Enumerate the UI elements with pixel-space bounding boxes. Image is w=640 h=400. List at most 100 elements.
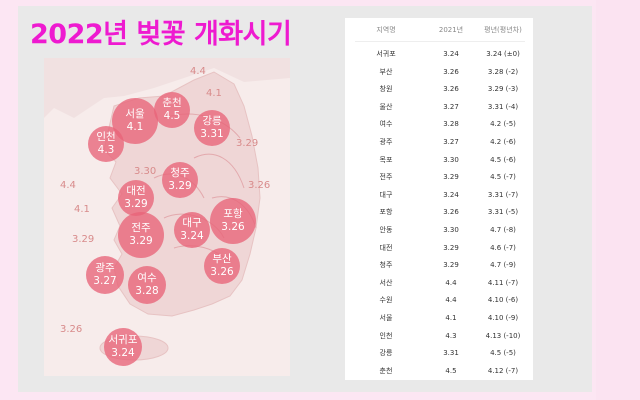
cell-normal: 4.5 (-7) — [490, 173, 516, 182]
table-row: 춘천 4.5 4.12 (-7) — [345, 362, 533, 380]
cell-2021: 4.3 — [445, 331, 457, 340]
cell-region: 청주 — [379, 261, 393, 270]
bubble-daegu: 대구 3.24 — [174, 212, 210, 248]
bloom-table: 지역명 2021년 평년(평년차) 서귀포 3.24 3.24 (±0) 부산 3.26… — [345, 18, 533, 380]
table-row: 인천 4.3 4.13 (-10) — [345, 327, 533, 345]
header-normal: 평년(평년차) — [484, 26, 522, 34]
table-row: 포항 3.26 3.31 (-5) — [345, 203, 533, 221]
floating-date-label: 4.4 — [190, 66, 206, 77]
bubble-incheon: 인천 4.3 — [88, 126, 124, 162]
table-row: 서울 4.1 4.10 (-9) — [345, 309, 533, 327]
cell-region: 서울 — [379, 314, 393, 322]
table-row: 부산 3.26 3.28 (-2) — [345, 63, 533, 81]
table-row: 서산 4.4 4.11 (-7) — [345, 274, 533, 292]
cell-region: 부산 — [379, 67, 393, 76]
bubble-pohang: 포항 3.26 — [210, 198, 256, 244]
cell-region: 안동 — [379, 226, 393, 234]
cell-normal: 3.31 (-7) — [487, 190, 519, 199]
cell-region: 인천 — [379, 331, 393, 340]
cell-normal: 4.7 (-8) — [490, 226, 516, 234]
bubble-daejeon: 대전 3.29 — [118, 180, 154, 216]
cell-normal: 4.10 (-6) — [487, 296, 519, 305]
cell-normal: 3.28 (-2) — [487, 67, 519, 76]
cell-2021: 3.29 — [443, 261, 459, 270]
table-row: 대구 3.24 3.31 (-7) — [345, 186, 533, 204]
header-region: 지역명 — [376, 26, 396, 34]
table-row: 전주 3.29 4.5 (-7) — [345, 168, 533, 186]
page-title: 2022년 벚꽃 개화시기 — [30, 19, 292, 50]
cell-2021: 3.30 — [443, 155, 459, 164]
table-row: 수원 4.4 4.10 (-6) — [345, 291, 533, 309]
cell-normal: 3.29 (-3) — [487, 85, 519, 94]
cell-normal: 4.5 (-5) — [490, 349, 516, 358]
table-row: 대전 3.29 4.6 (-7) — [345, 239, 533, 257]
north-shape — [44, 58, 290, 118]
bubble-cheongju: 청주 3.29 — [162, 162, 198, 198]
cell-region: 수원 — [379, 296, 393, 305]
cell-normal: 3.24 (±0) — [486, 50, 520, 58]
bubble-seogwipo: 서귀포 3.24 — [104, 328, 142, 366]
cell-2021: 3.29 — [443, 243, 459, 252]
floating-date-label: 4.1 — [206, 88, 222, 99]
cell-normal: 3.31 (-5) — [487, 208, 519, 217]
cell-region: 포항 — [379, 208, 393, 217]
bubble-gwangju: 광주 3.27 — [86, 256, 124, 294]
table-row: 목포 3.30 4.5 (-6) — [345, 151, 533, 169]
cell-region: 울산 — [379, 102, 393, 111]
floating-date-label: 3.29 — [72, 234, 95, 245]
cell-2021: 3.27 — [443, 138, 459, 146]
cell-region: 전주 — [379, 173, 393, 182]
bubble-gangneung: 강릉 3.31 — [194, 110, 230, 146]
cell-2021: 3.26 — [443, 208, 459, 217]
cell-normal: 3.31 (-4) — [487, 102, 519, 111]
cell-normal: 4.10 (-9) — [487, 314, 519, 322]
floating-date-label: 3.26 — [60, 324, 83, 335]
right-margin-strip — [596, 0, 640, 400]
cell-2021: 3.28 — [443, 120, 459, 129]
cell-2021: 3.24 — [443, 190, 459, 199]
bubble-chuncheon: 춘천 4.5 — [154, 92, 190, 128]
cell-2021: 3.24 — [443, 50, 459, 58]
cell-region: 강릉 — [379, 349, 393, 358]
cell-normal: 4.2 (-5) — [490, 120, 516, 129]
cell-2021: 4.5 — [445, 366, 457, 375]
cell-2021: 4.4 — [445, 278, 457, 287]
cell-region: 대구 — [379, 190, 393, 199]
cell-2021: 3.26 — [443, 85, 459, 94]
table-row: 서귀포 3.24 3.24 (±0) — [345, 45, 533, 63]
korea-map: 서울 4.1 춘천 4.5 인천 4.3 강릉 3.31 청주 3.29 대전 3.29 포… — [44, 58, 290, 376]
table-row: 청주 3.29 4.7 (-9) — [345, 256, 533, 274]
contour-line — [193, 153, 245, 189]
cell-normal: 4.7 (-9) — [490, 261, 516, 270]
cell-2021: 4.4 — [445, 296, 457, 305]
bubble-busan: 부산 3.26 — [204, 248, 240, 284]
cell-region: 대전 — [379, 243, 393, 252]
table-header: 지역명 2021년 평년(평년차) — [345, 21, 533, 39]
cell-normal: 4.13 (-10) — [485, 331, 521, 340]
cell-region: 목포 — [379, 155, 393, 164]
header-2021: 2021년 — [438, 26, 464, 34]
floating-date-label: 4.1 — [74, 204, 90, 215]
cell-normal: 4.6 (-7) — [490, 243, 516, 252]
cell-region: 여수 — [379, 120, 393, 129]
cell-2021: 3.30 — [443, 226, 459, 234]
table-row: 창원 3.26 3.29 (-3) — [345, 80, 533, 98]
bubble-yeosu: 여수 3.28 — [128, 266, 166, 304]
table-row: 강릉 3.31 4.5 (-5) — [345, 344, 533, 362]
cell-2021: 3.27 — [443, 102, 459, 111]
floating-date-label: 4.4 — [60, 180, 76, 191]
bubble-jeonju: 전주 3.29 — [118, 212, 164, 258]
cell-2021: 4.1 — [445, 314, 457, 322]
floating-date-label: 3.26 — [248, 180, 271, 191]
cell-2021: 3.29 — [443, 173, 459, 182]
cell-normal: 4.11 (-7) — [487, 278, 519, 287]
cell-normal: 4.5 (-6) — [490, 155, 516, 164]
cell-region: 창원 — [379, 85, 393, 94]
cell-2021: 3.31 — [443, 349, 459, 358]
cell-region: 광주 — [379, 138, 393, 146]
cell-region: 서귀포 — [376, 50, 396, 58]
header-divider — [355, 41, 525, 42]
cell-normal: 4.12 (-7) — [487, 366, 519, 375]
cell-2021: 3.26 — [443, 67, 459, 76]
floating-date-label: 3.29 — [236, 138, 259, 149]
